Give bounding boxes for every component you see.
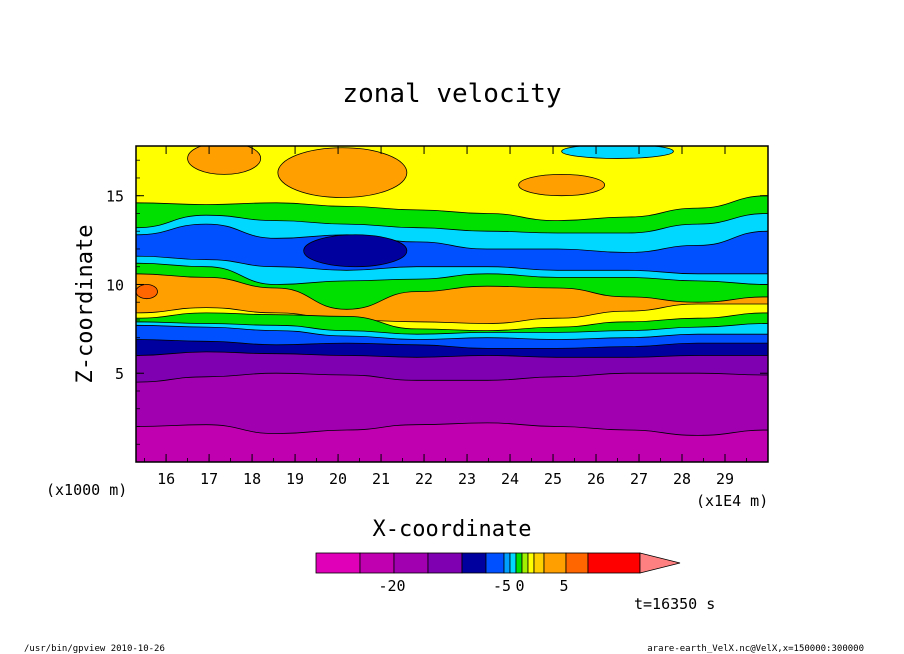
x-tick-label: 26 <box>587 470 605 488</box>
x-tick-label: 23 <box>458 470 476 488</box>
contour-feature <box>277 147 408 198</box>
footer-left: /usr/bin/gpview 2010-10-26 <box>24 644 165 654</box>
x-tick-label: 19 <box>286 470 304 488</box>
time-label: t=16350 s <box>634 595 715 613</box>
colorbar-segment <box>315 552 361 574</box>
x-tick-label: 16 <box>157 470 175 488</box>
colorbar-tick-label: -20 <box>378 577 405 595</box>
contour-feature <box>561 146 674 159</box>
colorbar-segment <box>533 552 545 574</box>
colorbar-segment <box>543 552 567 574</box>
colorbar-tick-label: 5 <box>559 577 568 595</box>
x-tick-label: 21 <box>372 470 390 488</box>
colorbar-overflow-arrow <box>639 552 681 574</box>
y-axis-ticks: 5 10 15 <box>106 159 768 445</box>
colorbar-segment <box>521 552 529 574</box>
x-tick-label: 27 <box>630 470 648 488</box>
plot-area <box>136 146 768 462</box>
colorbar-segment <box>587 552 641 574</box>
contour-feature <box>187 146 262 175</box>
y-unit-label: (x1000 m) <box>46 481 127 499</box>
colorbar-segment <box>485 552 505 574</box>
colorbar-segment <box>509 552 517 574</box>
x-axis-label: X-coordinate <box>373 517 532 542</box>
x-tick-label: 20 <box>329 470 347 488</box>
x-tick-label: 17 <box>200 470 218 488</box>
contour-feature <box>518 174 606 197</box>
colorbar-tick-label: -5 <box>493 577 511 595</box>
colorbar-segment <box>515 552 523 574</box>
y-tick-label: 15 <box>106 188 124 206</box>
colorbar: -20 -5 0 5 <box>315 552 681 595</box>
contour-feature <box>303 234 408 268</box>
colorbar-segment <box>527 552 535 574</box>
chart-title: zonal velocity <box>342 79 561 109</box>
colorbar-segment <box>359 552 395 574</box>
x-tick-label: 18 <box>243 470 261 488</box>
x-tick-label: 22 <box>415 470 433 488</box>
y-axis-label: Z-coordinate <box>73 225 98 384</box>
colorbar-segment <box>427 552 463 574</box>
x-tick-label: 25 <box>544 470 562 488</box>
y-tick-label: 10 <box>106 276 124 294</box>
colorbar-segment <box>461 552 487 574</box>
y-tick-label: 5 <box>115 365 124 383</box>
x-unit-label: (x1E4 m) <box>696 492 768 510</box>
contour-band <box>136 422 768 462</box>
footer-right: arare-earth_VelX.nc@VelX,x=150000:300000 <box>647 644 864 654</box>
x-axis-ticks: 16 17 18 19 20 21 22 23 24 25 26 27 28 29 <box>144 146 769 488</box>
colorbar-tick-label: 0 <box>515 577 524 595</box>
colorbar-segment <box>393 552 429 574</box>
colorbar-segment <box>503 552 511 574</box>
x-tick-label: 28 <box>673 470 691 488</box>
x-tick-label: 24 <box>501 470 519 488</box>
plot-frame <box>135 145 769 463</box>
x-tick-label: 29 <box>716 470 734 488</box>
colorbar-segment <box>565 552 589 574</box>
contour-feature <box>136 284 158 300</box>
